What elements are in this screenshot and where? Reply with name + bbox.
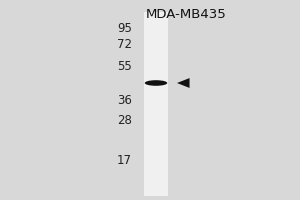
- Bar: [144, 12, 168, 196]
- Text: 28: 28: [117, 114, 132, 127]
- Text: 36: 36: [117, 94, 132, 106]
- Ellipse shape: [145, 80, 167, 86]
- Text: MDA-MB435: MDA-MB435: [146, 8, 226, 21]
- Polygon shape: [177, 78, 190, 88]
- Text: 17: 17: [117, 154, 132, 166]
- Text: 95: 95: [117, 21, 132, 34]
- Text: 55: 55: [117, 60, 132, 72]
- Text: 72: 72: [117, 38, 132, 50]
